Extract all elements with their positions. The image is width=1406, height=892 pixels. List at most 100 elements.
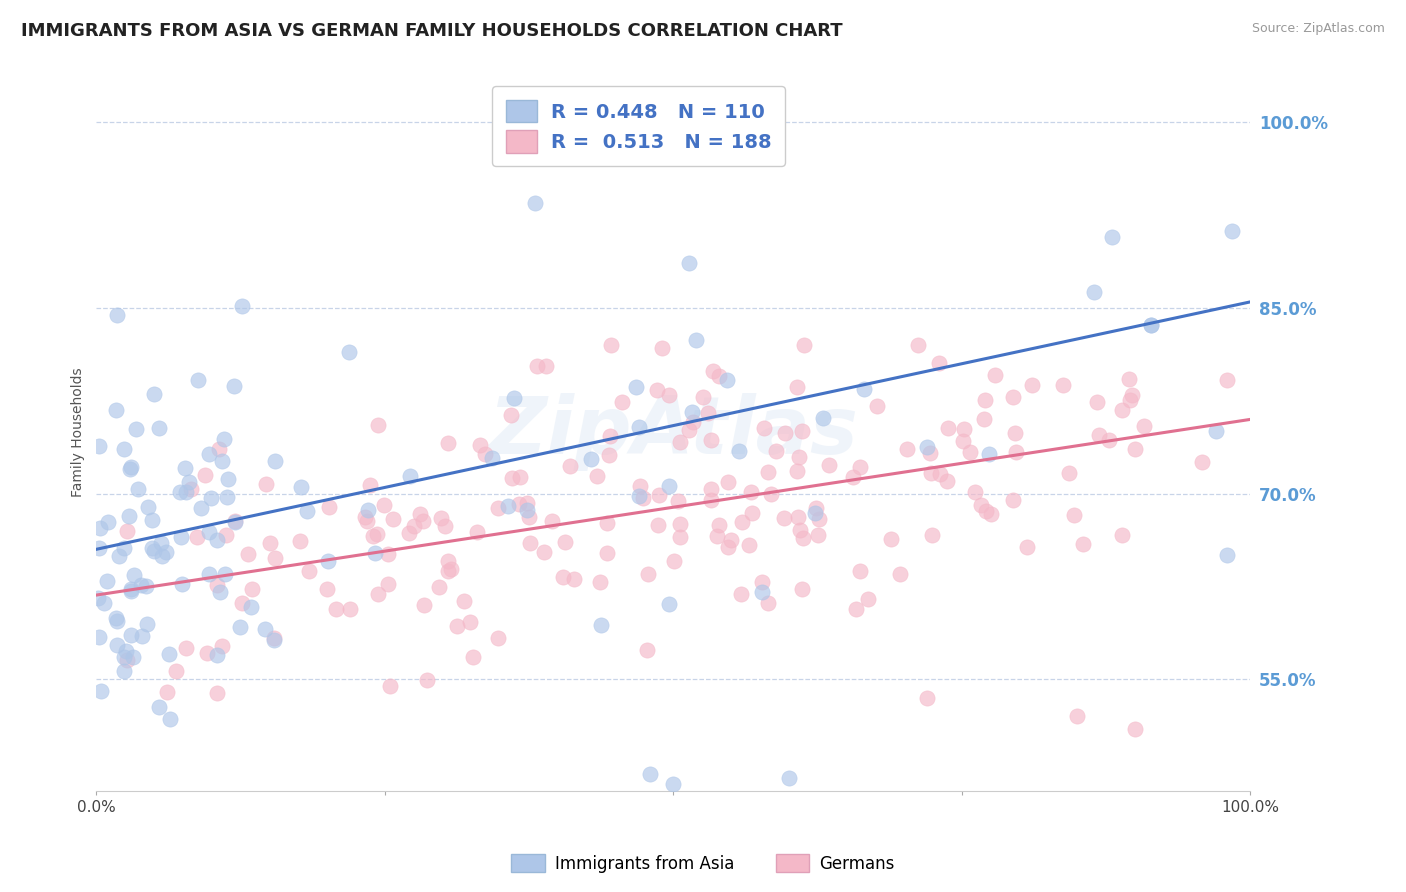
Point [765, 444, 787, 458]
Point [112, 442, 135, 457]
Point [174, 485, 197, 500]
Point [1002, 390, 1025, 404]
Point [517, 509, 540, 524]
Point [105, 639, 128, 653]
Point [917, 440, 939, 454]
Point [318, 500, 340, 514]
Point [486, 631, 509, 645]
Point [921, 527, 943, 541]
Point [215, 490, 238, 504]
Point [481, 451, 503, 466]
Point [224, 514, 246, 528]
Point [127, 482, 149, 496]
Point [720, 533, 742, 548]
Point [170, 576, 193, 591]
Point [105, 308, 128, 322]
Point [666, 493, 689, 508]
Point [792, 531, 814, 545]
Point [408, 507, 430, 521]
Point [699, 433, 721, 447]
Point [516, 502, 538, 516]
Point [700, 482, 723, 496]
Point [339, 602, 361, 616]
Point [169, 530, 191, 544]
Point [807, 528, 830, 542]
Point [118, 509, 141, 524]
Point [87, 631, 110, 645]
Point [316, 554, 339, 568]
Point [664, 554, 686, 568]
Point [446, 619, 468, 633]
Point [1125, 442, 1147, 456]
Point [1071, 537, 1094, 551]
Point [633, 491, 655, 506]
Point [775, 425, 797, 440]
Point [806, 500, 828, 515]
Point [460, 615, 482, 630]
Point [509, 470, 531, 484]
Point [148, 420, 170, 434]
Point [523, 195, 546, 210]
Point [728, 443, 751, 458]
Point [239, 599, 262, 614]
Point [792, 582, 814, 596]
Point [980, 507, 1002, 521]
Point [148, 699, 170, 714]
Point [501, 471, 523, 485]
Point [938, 420, 960, 434]
Point [562, 573, 585, 587]
Point [599, 429, 621, 443]
Point [756, 465, 779, 479]
Point [813, 411, 835, 425]
Point [105, 611, 128, 625]
Point [190, 501, 212, 516]
Point [297, 504, 319, 518]
Point [398, 526, 420, 541]
Point [984, 368, 1007, 382]
Point [359, 477, 381, 491]
Point [87, 541, 110, 555]
Point [1220, 224, 1243, 238]
Point [155, 545, 177, 559]
Point [87, 591, 110, 605]
Point [120, 584, 142, 599]
Point [198, 525, 221, 540]
Point [205, 686, 228, 700]
Point [264, 453, 287, 467]
Point [717, 475, 740, 490]
Point [1215, 373, 1237, 387]
Point [738, 538, 761, 552]
Point [136, 616, 159, 631]
Point [1085, 395, 1108, 409]
Point [150, 549, 173, 563]
Point [131, 578, 153, 592]
Point [143, 386, 166, 401]
Point [959, 445, 981, 459]
Point [589, 618, 612, 632]
Point [363, 528, 385, 542]
Point [647, 518, 669, 533]
Point [200, 491, 222, 506]
Point [112, 650, 135, 665]
Point [254, 622, 277, 636]
Point [1123, 722, 1146, 736]
Point [117, 653, 139, 667]
Point [628, 479, 651, 493]
Point [1111, 403, 1133, 417]
Point [1087, 427, 1109, 442]
Point [953, 422, 976, 436]
Point [651, 341, 673, 355]
Point [1097, 433, 1119, 447]
Point [917, 690, 939, 705]
Point [793, 338, 815, 352]
Point [120, 582, 142, 596]
Point [706, 529, 728, 543]
Legend: Immigrants from Asia, Germans: Immigrants from Asia, Germans [505, 847, 901, 880]
Point [87, 439, 110, 453]
Point [848, 459, 870, 474]
Point [807, 512, 830, 526]
Point [628, 419, 651, 434]
Point [858, 592, 880, 607]
Point [259, 536, 281, 550]
Point [669, 517, 692, 532]
